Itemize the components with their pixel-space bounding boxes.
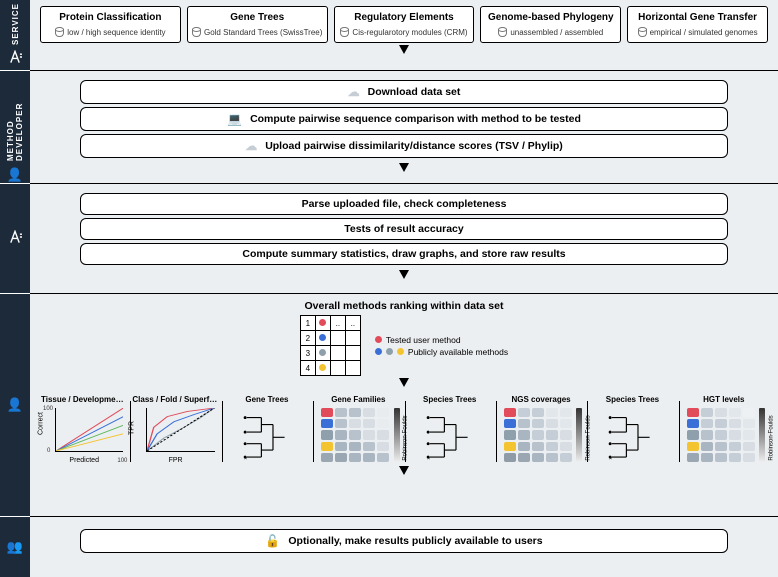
sidebar-segment: 👥 bbox=[0, 517, 30, 577]
step-label: Compute summary statistics, draw graphs,… bbox=[242, 248, 565, 260]
chart-heat: Gene FamiliesRobinson-Foulds bbox=[314, 395, 402, 464]
sidebar-label: METHOD DEVELOPER bbox=[6, 71, 24, 161]
step-label: Compute pairwise sequence comparison wit… bbox=[250, 113, 581, 125]
legend-text: Tested user method bbox=[386, 335, 461, 345]
chart-title: Tissue / Developmental stage bbox=[41, 395, 127, 404]
legend-item: Publicly available methods bbox=[375, 347, 508, 357]
service-card[interactable]: Regulatory Elements Cis-regularotory modu… bbox=[334, 6, 475, 43]
section-service: Protein Classification low / high sequenc… bbox=[30, 0, 778, 71]
charts-row: Tissue / Developmental stageCorrectPredi… bbox=[40, 395, 768, 464]
service-card[interactable]: Genome-based Phylogeny unassembled / asse… bbox=[480, 6, 621, 43]
service-subtitle: low / high sequence identity bbox=[45, 27, 176, 37]
step-label: Parse uploaded file, check completeness bbox=[302, 198, 507, 210]
user-icon: 👤 bbox=[7, 167, 23, 183]
service-subtitle: Gold Standard Trees (SwissTree) bbox=[192, 27, 323, 37]
section-public: 🔓 Optionally, make results publicly avai… bbox=[30, 517, 778, 577]
developer-step[interactable]: ☁ Download data set bbox=[80, 80, 728, 104]
sidebar-label: SERVICE bbox=[11, 3, 20, 45]
step-label: Download data set bbox=[368, 86, 461, 98]
sidebar-segment: METHOD DEVELOPER 👤 bbox=[0, 71, 30, 184]
database-icon bbox=[340, 27, 349, 37]
section-results: Overall methods ranking within data set … bbox=[30, 294, 778, 517]
chart-title: Species Trees bbox=[589, 395, 675, 404]
public-step: 🔓 Optionally, make results publicly avai… bbox=[80, 529, 728, 553]
cloud-icon: ☁ bbox=[245, 139, 257, 153]
laptop-icon: 💻 bbox=[227, 112, 242, 126]
unlock-icon: 🔓 bbox=[265, 534, 280, 548]
chart-roc: Class / Fold / Superfamily / FamilyTPRFP… bbox=[131, 395, 219, 464]
developer-steps: ☁ Download data set 💻 Compute pairwise sequ… bbox=[40, 80, 768, 158]
chart-heat: NGS coveragesRobinson-Foulds bbox=[497, 395, 585, 464]
legend-text: Publicly available methods bbox=[408, 347, 508, 357]
logo-icon bbox=[8, 50, 22, 67]
service-subtitle: empirical / simulated genomes bbox=[632, 27, 763, 37]
user-icon: 👤 bbox=[7, 397, 23, 413]
sidebar-segment: SERVICE bbox=[0, 0, 30, 71]
database-icon bbox=[192, 27, 201, 37]
chart-title: Species Trees bbox=[407, 395, 493, 404]
step-label: Upload pairwise dissimilarity/distance s… bbox=[265, 140, 563, 152]
database-icon bbox=[638, 27, 647, 37]
users-icon: 👥 bbox=[7, 539, 23, 555]
service-cards-row: Protein Classification low / high sequenc… bbox=[40, 6, 768, 43]
arrow bbox=[40, 376, 768, 389]
chart-lines: Tissue / Developmental stageCorrectPredi… bbox=[40, 395, 128, 464]
logo-icon bbox=[8, 230, 22, 247]
service-card[interactable]: Gene Trees Gold Standard Trees (SwissTree… bbox=[187, 6, 328, 43]
arrow bbox=[40, 268, 768, 281]
developer-step[interactable]: ☁ Upload pairwise dissimilarity/distance … bbox=[80, 134, 728, 158]
service-title: Protein Classification bbox=[45, 12, 176, 23]
arrow bbox=[40, 464, 768, 477]
database-icon bbox=[55, 27, 64, 37]
chart-title: Gene Families bbox=[315, 395, 401, 404]
chart-heat: HGT levelsRobinson-Foulds bbox=[680, 395, 768, 464]
arrow bbox=[40, 161, 768, 174]
service-card[interactable]: Horizontal Gene Transfer empirical / simu… bbox=[627, 6, 768, 43]
ranking-wrap: Overall methods ranking within data set … bbox=[40, 300, 768, 376]
database-icon bbox=[498, 27, 507, 37]
ranking-grid: 1....234 bbox=[300, 315, 361, 376]
chart-title: Gene Trees bbox=[224, 395, 310, 404]
service-card[interactable]: Protein Classification low / high sequenc… bbox=[40, 6, 181, 43]
ranking-title: Overall methods ranking within data set bbox=[40, 300, 768, 312]
service-subtitle: unassembled / assembled bbox=[485, 27, 616, 37]
chart-tree: Species Trees× bbox=[406, 395, 494, 464]
service-subtitle: Cis-regularotory modules (CRM) bbox=[339, 27, 470, 37]
section-developer: ☁ Download data set 💻 Compute pairwise sequ… bbox=[30, 71, 778, 184]
chart-title: HGT levels bbox=[681, 395, 767, 404]
chart-tree: Species Trees× bbox=[588, 395, 676, 464]
sidebar-segment bbox=[0, 184, 30, 294]
chart-title: Class / Fold / Superfamily / Family bbox=[132, 395, 218, 404]
service-title: Horizontal Gene Transfer bbox=[632, 12, 763, 23]
service-step: Tests of result accuracy bbox=[80, 218, 728, 240]
service-step: Parse uploaded file, check completeness bbox=[80, 193, 728, 215]
root: SERVICE METHOD DEVELOPER 👤 👤 👥 Protein Class… bbox=[0, 0, 778, 577]
developer-step[interactable]: 💻 Compute pairwise sequence comparison wi… bbox=[80, 107, 728, 131]
sidebar-segment: 👤 bbox=[0, 294, 30, 517]
step-label: Tests of result accuracy bbox=[344, 223, 463, 235]
service-title: Genome-based Phylogeny bbox=[485, 12, 616, 23]
legend-item: Tested user method bbox=[375, 335, 508, 345]
chart-title: NGS coverages bbox=[498, 395, 584, 404]
cloud-icon: ☁ bbox=[348, 85, 360, 99]
main: Protein Classification low / high sequenc… bbox=[30, 0, 778, 577]
ranking-legend: Tested user method Publicly available met… bbox=[375, 333, 508, 359]
public-step-label: Optionally, make results publicly availa… bbox=[288, 535, 542, 547]
service-title: Gene Trees bbox=[192, 12, 323, 23]
service-step: Compute summary statistics, draw graphs,… bbox=[80, 243, 728, 265]
service-steps: Parse uploaded file, check completeness T… bbox=[40, 193, 768, 265]
sidebar: SERVICE METHOD DEVELOPER 👤 👤 👥 bbox=[0, 0, 30, 577]
arrow bbox=[40, 43, 768, 56]
chart-tree: Gene Trees× bbox=[223, 395, 311, 464]
section-service-process: Parse uploaded file, check completeness T… bbox=[30, 184, 778, 294]
service-title: Regulatory Elements bbox=[339, 12, 470, 23]
